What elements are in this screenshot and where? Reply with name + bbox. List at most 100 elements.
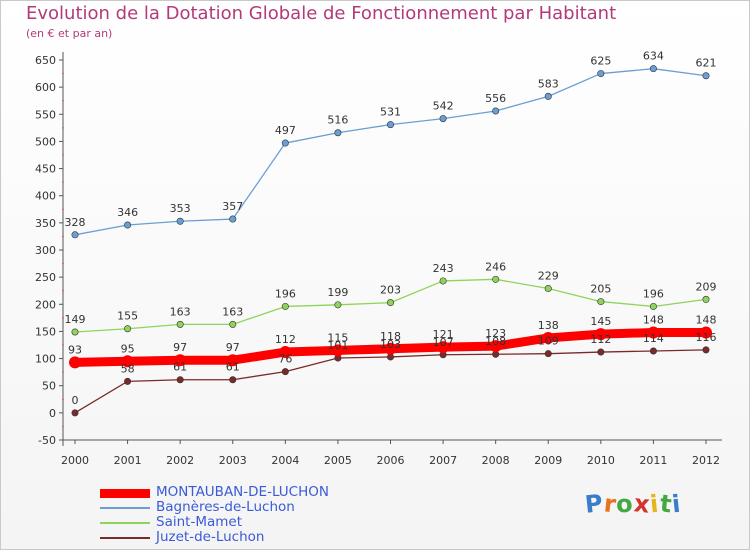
data-label: 196 [643, 287, 664, 300]
legend-label: Juzet-de-Luchon [156, 529, 265, 545]
data-label: 109 [538, 335, 559, 348]
data-point [439, 115, 447, 123]
x-tick-label: 2006 [377, 454, 405, 467]
data-point [281, 368, 289, 376]
data-label: 121 [433, 328, 454, 341]
data-label: 516 [327, 114, 348, 127]
data-point [124, 325, 132, 333]
data-label: 556 [485, 92, 506, 105]
data-label: 118 [380, 330, 401, 343]
data-label: 621 [696, 57, 717, 70]
legend-swatch [100, 488, 150, 498]
data-point [279, 346, 292, 359]
y-tick-label: 100 [35, 353, 56, 366]
data-point [649, 302, 657, 310]
data-label: 61 [173, 361, 187, 374]
data-point [386, 299, 394, 307]
data-label: 199 [327, 286, 348, 299]
y-tick-label: 450 [35, 163, 56, 176]
chart-title: Evolution de la Dotation Globale de Fonc… [26, 3, 617, 24]
data-label: 108 [485, 335, 506, 348]
data-label: 114 [643, 332, 664, 345]
data-label: 243 [433, 262, 454, 275]
data-point [124, 221, 132, 229]
data-point [702, 295, 710, 303]
data-label: 76 [278, 353, 292, 366]
data-point [544, 350, 552, 358]
series-layer [69, 65, 712, 417]
y-tick-label: 550 [35, 108, 56, 121]
data-point [492, 107, 500, 115]
y-tick-label: 500 [35, 135, 56, 148]
data-label: 148 [643, 314, 664, 327]
data-label: 497 [275, 124, 296, 137]
y-tick-label: -50 [38, 434, 56, 447]
data-label: 123 [485, 327, 506, 340]
y-tick-label: 250 [35, 271, 56, 284]
chart-subtitle: (en € et par an) [26, 27, 113, 40]
data-point [489, 340, 502, 353]
x-tick-label: 2012 [692, 454, 720, 467]
data-point [121, 355, 134, 368]
data-point [281, 139, 289, 147]
data-label: 163 [170, 305, 191, 318]
legend-label: Bagnères-de-Luchon [156, 499, 295, 515]
data-label: 246 [485, 260, 506, 273]
data-label: 115 [327, 331, 348, 344]
x-tick-label: 2008 [482, 454, 510, 467]
data-point [229, 215, 237, 223]
data-point [176, 320, 184, 328]
data-point [542, 331, 555, 344]
data-label: 149 [65, 313, 86, 326]
data-label: 97 [173, 341, 187, 354]
proxiti-logo: Proxiti [584, 489, 683, 519]
data-label: 328 [65, 216, 86, 229]
data-point [334, 129, 342, 137]
data-point [544, 92, 552, 100]
y-tick-label: 300 [35, 244, 56, 257]
legend-label: Saint-Mamet [156, 514, 242, 530]
data-point [124, 377, 132, 385]
data-label: 625 [590, 55, 611, 68]
data-point [702, 72, 710, 80]
data-label: 138 [538, 319, 559, 332]
data-label: 205 [590, 283, 611, 296]
x-tick-label: 2009 [534, 454, 562, 467]
data-point [71, 231, 79, 239]
data-point [544, 285, 552, 293]
data-point [384, 342, 397, 355]
data-label: 145 [590, 315, 611, 328]
data-label: 148 [696, 314, 717, 327]
y-tick-label: 0 [49, 407, 56, 420]
x-tick-label: 2011 [639, 454, 667, 467]
data-labels: 93 95 97 97 112 115 118 121 123 138 145 148 148 328 34… [65, 50, 717, 407]
data-point [439, 277, 447, 285]
data-label: 583 [538, 77, 559, 90]
x-tick-label: 2004 [271, 454, 299, 467]
data-point [174, 354, 187, 367]
data-label: 101 [327, 339, 348, 352]
logo-letter: i [670, 489, 683, 519]
data-label: 116 [696, 331, 717, 344]
y-tick-label: 350 [35, 217, 56, 230]
data-label: 97 [226, 341, 240, 354]
data-point [71, 328, 79, 336]
data-label: 107 [433, 336, 454, 349]
axes: -50 0 50 100 150 200 250 300 350 400 450 500 550 600 6… [35, 52, 722, 467]
series-bagneres-de-luchon [71, 65, 710, 239]
legend-label: MONTAUBAN-DE-LUCHON [156, 484, 329, 500]
data-point [226, 354, 239, 367]
series-saint-mamet [71, 275, 710, 336]
data-point [700, 326, 712, 339]
data-point [281, 302, 289, 310]
data-point [649, 347, 657, 355]
x-tick-label: 2000 [61, 454, 89, 467]
data-label: 95 [121, 342, 135, 355]
legend-swatch [100, 537, 150, 539]
data-point [597, 298, 605, 306]
y-tick-label: 400 [35, 190, 56, 203]
data-label: 93 [68, 343, 82, 356]
data-label: 346 [117, 206, 138, 219]
